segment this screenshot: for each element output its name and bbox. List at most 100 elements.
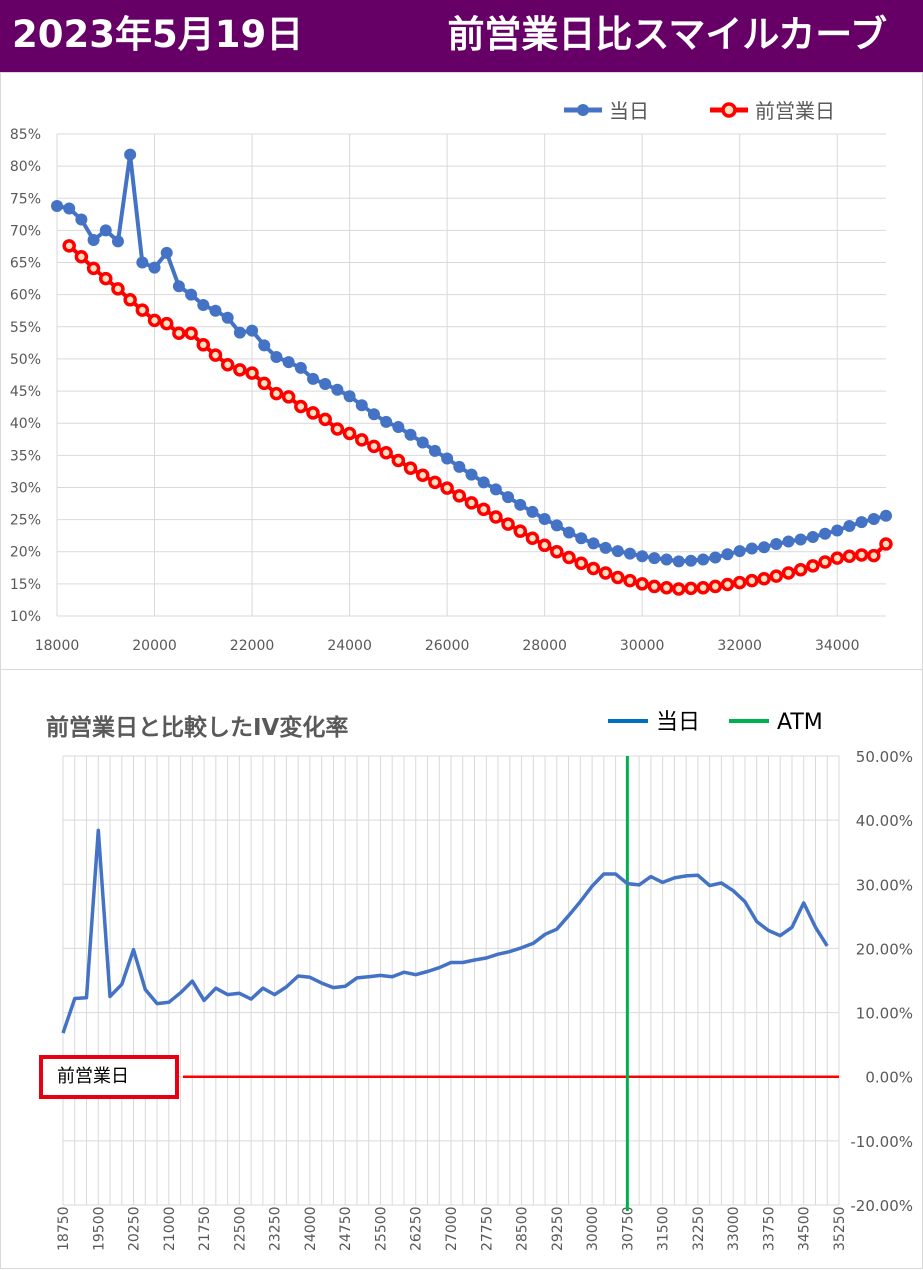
y-tick-label: 75% (10, 191, 41, 207)
data-point-today (75, 213, 88, 226)
data-point-prev (257, 376, 271, 391)
data-point-today (721, 548, 734, 561)
y-tick-label: -20.00% (850, 1197, 913, 1215)
data-point-prev (62, 239, 76, 253)
data-point-today (185, 288, 198, 301)
data-point-today (331, 383, 344, 396)
data-point-today (745, 542, 758, 555)
x-tick-label: 33750 (761, 1206, 777, 1251)
iv-change-chart: 50.00% 40.00% 30.00% 20.00% 10.00% 0.00% -10.0… (56, 710, 913, 1251)
x-tick-label: 21750 (197, 1206, 213, 1251)
smile-curve-panel: 10% 15% 20% 25% 30% 35% 40% 45% 50% 55% 60% 65% 70% 7… (0, 72, 923, 670)
data-point-today (502, 491, 515, 504)
x-tick-label: 25500 (373, 1206, 389, 1251)
data-point-prev (574, 556, 588, 571)
data-point-prev (842, 549, 857, 563)
y-tick-label: 20% (10, 545, 41, 561)
data-point-today (221, 311, 234, 324)
data-point-today (209, 304, 222, 317)
x-tick-label: 27750 (479, 1206, 495, 1251)
y-tick-label: 45% (10, 384, 41, 400)
data-point-prev (489, 510, 503, 524)
data-point-today (526, 505, 539, 518)
data-point-prev (732, 575, 747, 590)
data-point-prev (513, 524, 528, 538)
data-point-today (148, 261, 161, 274)
legend-today-label: 当日 (609, 99, 649, 123)
x-tick-label: 23250 (268, 1206, 284, 1251)
data-point-prev (793, 562, 808, 577)
data-point-today (319, 377, 332, 390)
data-point-today (355, 399, 368, 412)
x-tick-label: 22000 (230, 638, 275, 654)
x-tick-label: 33000 (726, 1206, 742, 1251)
data-point-today (453, 460, 466, 473)
data-point-prev (245, 366, 259, 380)
legend-today-marker (577, 104, 589, 116)
data-point-prev (757, 571, 771, 586)
data-point-today (587, 537, 600, 550)
data-point-prev (476, 502, 491, 517)
data-point-today (270, 351, 283, 364)
y-tick-label: 15% (10, 577, 41, 593)
y-tick-label: 80% (10, 159, 41, 175)
data-point-today (819, 527, 832, 540)
data-point-today (428, 444, 441, 457)
data-point-today (843, 520, 856, 533)
data-point-prev (440, 481, 454, 495)
data-point-today (806, 530, 819, 543)
data-point-prev (294, 399, 308, 414)
y-tick-label: 0.00% (865, 1069, 913, 1087)
data-point-today (416, 436, 429, 449)
data-point-prev (635, 577, 649, 591)
report-title: 前営業日比スマイルカーブ (447, 13, 887, 56)
data-point-prev (623, 573, 637, 588)
data-point-prev (452, 489, 467, 503)
y-tick-label: 10.00% (856, 1005, 913, 1023)
data-point-prev (306, 406, 320, 420)
data-point-today (160, 246, 173, 259)
data-point-prev (611, 570, 625, 585)
data-point-prev (854, 548, 869, 562)
x-tick-label: 31500 (656, 1206, 672, 1251)
data-point-today (282, 356, 295, 369)
data-point-today (684, 554, 697, 567)
data-point-today (831, 524, 844, 537)
baseline-label: 前営業日 (39, 1055, 179, 1099)
x-tick-label: 20250 (127, 1206, 143, 1251)
x-tick-label: 24000 (327, 638, 372, 654)
legend-atm-label: ATM (777, 710, 823, 735)
y-tick-label: 85% (10, 127, 41, 143)
data-point-today (538, 512, 551, 525)
data-point-today (392, 421, 405, 434)
data-point-today (733, 545, 746, 558)
legend-today-label: 当日 (656, 710, 700, 735)
smile-curve-chart: 10% 15% 20% 25% 30% 35% 40% 45% 50% 55% 60% 65% 70% 7… (10, 99, 893, 654)
y-tick-label: 55% (10, 320, 41, 336)
data-point-today (197, 298, 210, 311)
x-tick-label: 32000 (717, 638, 762, 654)
data-point-today (307, 372, 320, 385)
data-point-prev (86, 261, 101, 276)
data-point-prev (562, 550, 576, 565)
data-point-prev (159, 316, 174, 331)
data-point-today (136, 256, 149, 269)
x-tick-label: 26000 (425, 638, 470, 654)
chart-title: 前営業日と比較したIV変化率 (46, 715, 349, 741)
data-point-today (623, 547, 636, 560)
data-point-today (441, 452, 454, 465)
data-point-prev (720, 577, 735, 592)
data-point-prev (269, 386, 284, 401)
data-point-prev (696, 580, 710, 595)
x-tick-label: 34500 (797, 1206, 813, 1251)
data-point-prev (208, 348, 223, 362)
y-tick-label: -10.00% (850, 1133, 913, 1151)
data-point-today (794, 533, 807, 546)
x-tick-label: 18750 (56, 1206, 72, 1251)
data-point-prev (550, 544, 564, 559)
data-point-prev (659, 580, 674, 595)
x-tick-label: 30000 (620, 638, 665, 654)
data-point-prev (428, 475, 442, 490)
y-tick-label: 20.00% (856, 940, 913, 958)
y-tick-label: 35% (10, 448, 41, 464)
